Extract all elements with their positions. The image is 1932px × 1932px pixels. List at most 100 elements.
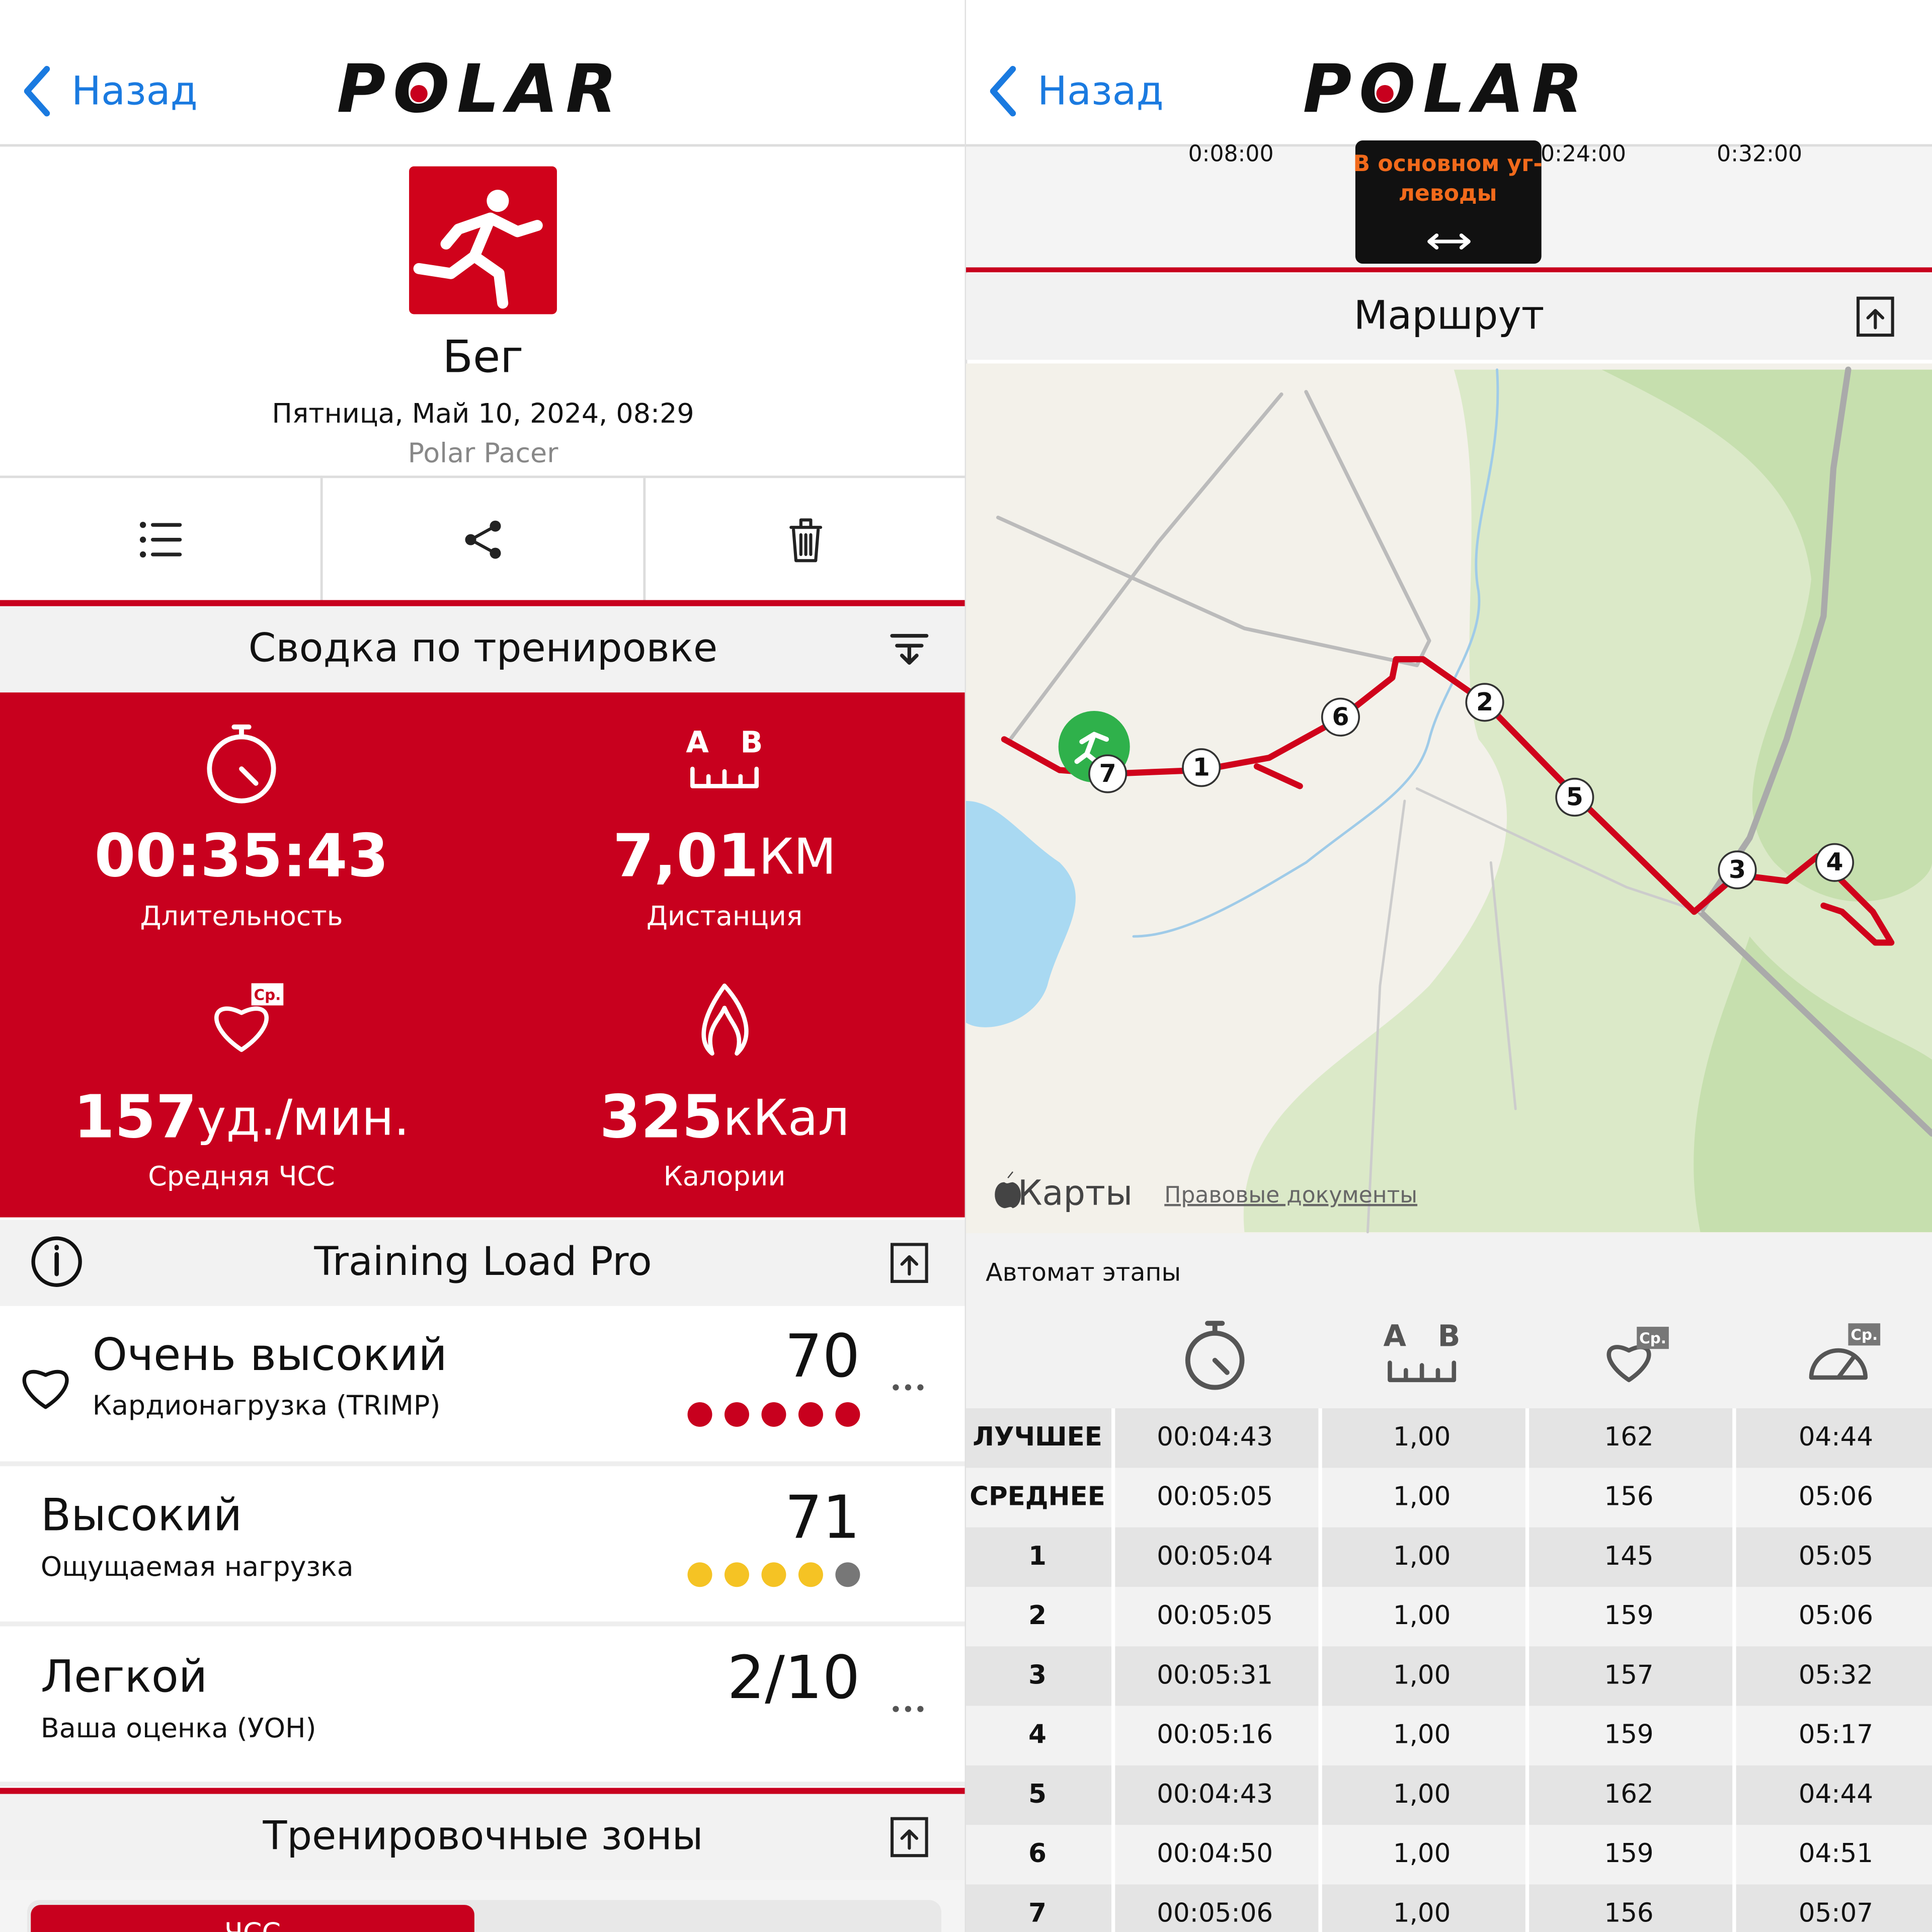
rating-dot <box>725 1402 749 1427</box>
stopwatch-hand <box>239 766 259 786</box>
timeline-tick: 0:24:00 <box>1541 141 1626 167</box>
sport-name: Бег <box>442 331 523 383</box>
more-button[interactable] <box>905 1384 912 1391</box>
badge-bg <box>1848 1323 1881 1346</box>
map-river <box>1132 368 1499 938</box>
lap-cell: 00:04:43 <box>1157 1422 1273 1452</box>
row-separator <box>0 1621 966 1627</box>
lap-cell: 156 <box>1604 1898 1653 1928</box>
lap-cell: 05:17 <box>1799 1720 1873 1750</box>
load-score: 71 <box>785 1483 860 1552</box>
filter-icon <box>890 634 929 665</box>
lap-marker <box>1555 777 1594 817</box>
section-icon <box>891 1243 928 1283</box>
rating-dot <box>725 1562 749 1587</box>
header-bg <box>966 0 1932 145</box>
stopwatch-top <box>231 725 252 740</box>
lap-marker-label: 2 <box>1476 688 1493 716</box>
more-button[interactable] <box>893 1706 899 1712</box>
lap-marker-label: 1 <box>1193 753 1210 782</box>
separator <box>643 478 646 602</box>
stat-label: Средняя ЧСС <box>148 1160 335 1192</box>
runner-body <box>413 212 543 309</box>
lap-row-bg <box>966 1646 1932 1706</box>
section-icon <box>1857 296 1894 337</box>
more-button[interactable] <box>917 1384 924 1391</box>
map-road <box>1366 787 1702 1234</box>
rating-dot <box>798 1562 823 1587</box>
device-name: Polar Pacer <box>408 437 559 468</box>
load-level: Высокий <box>41 1489 242 1541</box>
lap-cell: 05:05 <box>1799 1541 1873 1571</box>
stat-unit: уд./мин. <box>197 1089 409 1147</box>
stat-value: 7,01КМ <box>613 822 836 891</box>
more-button[interactable] <box>893 1384 899 1391</box>
lap-cell: 145 <box>1604 1541 1653 1571</box>
red-rule <box>0 600 966 606</box>
list-icon[interactable] <box>139 522 146 528</box>
lap-cell: 156 <box>1604 1481 1653 1511</box>
heart-icon <box>214 1006 269 1052</box>
ruler-letter: B <box>1438 1319 1461 1353</box>
lap-cell: 04:44 <box>1799 1422 1873 1452</box>
section-title: Сводка по тренировке <box>249 625 718 671</box>
lap-cell: 159 <box>1604 1600 1653 1631</box>
row-separator <box>0 1461 966 1467</box>
lap-cell: 05:32 <box>1799 1660 1873 1690</box>
stat-label: Дистанция <box>647 900 802 932</box>
lap-cell: 00:05:04 <box>1157 1541 1273 1571</box>
calorie-icon <box>701 983 749 1056</box>
tooltip-bg <box>1355 140 1542 264</box>
brand-logo: POLAR <box>337 50 624 128</box>
lap-cell: 162 <box>1604 1422 1653 1452</box>
load-level: Легкой <box>41 1650 207 1702</box>
section-header-bg <box>966 273 1932 360</box>
lap-cell: 1,00 <box>1393 1838 1451 1869</box>
timeline-tick: 0:08:00 <box>1188 141 1274 167</box>
lap-cell: 1,00 <box>1393 1779 1451 1809</box>
lap-row-bg <box>966 1527 1932 1587</box>
lap-row-label: 7 <box>1028 1898 1046 1928</box>
lap-marker-label: 6 <box>1332 702 1349 731</box>
section-title: Тренировочные зоны <box>262 1813 703 1859</box>
more-button[interactable] <box>905 1706 912 1712</box>
list-icon[interactable] <box>139 536 146 543</box>
lap-row-label: ЛУЧШЕЕ <box>973 1422 1102 1452</box>
info-icon[interactable] <box>31 1236 82 1287</box>
lap-row-bg <box>966 1765 1932 1825</box>
ruler-letter: A <box>686 725 709 759</box>
zones-tab[interactable]: ЧСС <box>224 1917 281 1932</box>
back-button: Назад <box>1037 68 1164 114</box>
lap-cell: 00:05:31 <box>1157 1660 1273 1690</box>
load-desc: Ощущаемая нагрузка <box>41 1551 354 1582</box>
lap-marker <box>1182 748 1221 787</box>
summary-bg <box>0 692 966 1218</box>
legal-link[interactable]: Правовые документы <box>1164 1182 1417 1208</box>
lap-cell: 1,00 <box>1393 1898 1451 1928</box>
section-icon-arrow <box>900 1829 919 1850</box>
heart-icon <box>1606 1345 1651 1383</box>
list-icon[interactable] <box>139 551 146 558</box>
load-level: Очень высокий <box>93 1329 447 1381</box>
column-separator <box>1732 1408 1736 1932</box>
lap-marker-label: 5 <box>1566 782 1583 811</box>
back-chevron <box>24 66 50 117</box>
ruler-icon <box>690 766 759 788</box>
load-row-bg <box>0 1306 966 1462</box>
lap-cell: 00:04:43 <box>1157 1779 1273 1809</box>
lap-cell: 05:07 <box>1799 1898 1873 1928</box>
stat-number: 7,01 <box>613 822 759 891</box>
lap-cell: 159 <box>1604 1838 1653 1869</box>
lap-row-label: 4 <box>1028 1720 1046 1750</box>
lap-cell: 162 <box>1604 1779 1653 1809</box>
stat-number: 00:35:43 <box>95 822 389 891</box>
rating-dot <box>835 1562 860 1587</box>
more-button[interactable] <box>917 1706 924 1712</box>
stat-label: Калории <box>664 1160 786 1192</box>
header-line <box>0 144 966 147</box>
runner-head <box>487 190 509 212</box>
lap-marker <box>1321 697 1360 737</box>
lap-row-bg <box>966 1825 1932 1885</box>
share-icon <box>469 524 497 555</box>
